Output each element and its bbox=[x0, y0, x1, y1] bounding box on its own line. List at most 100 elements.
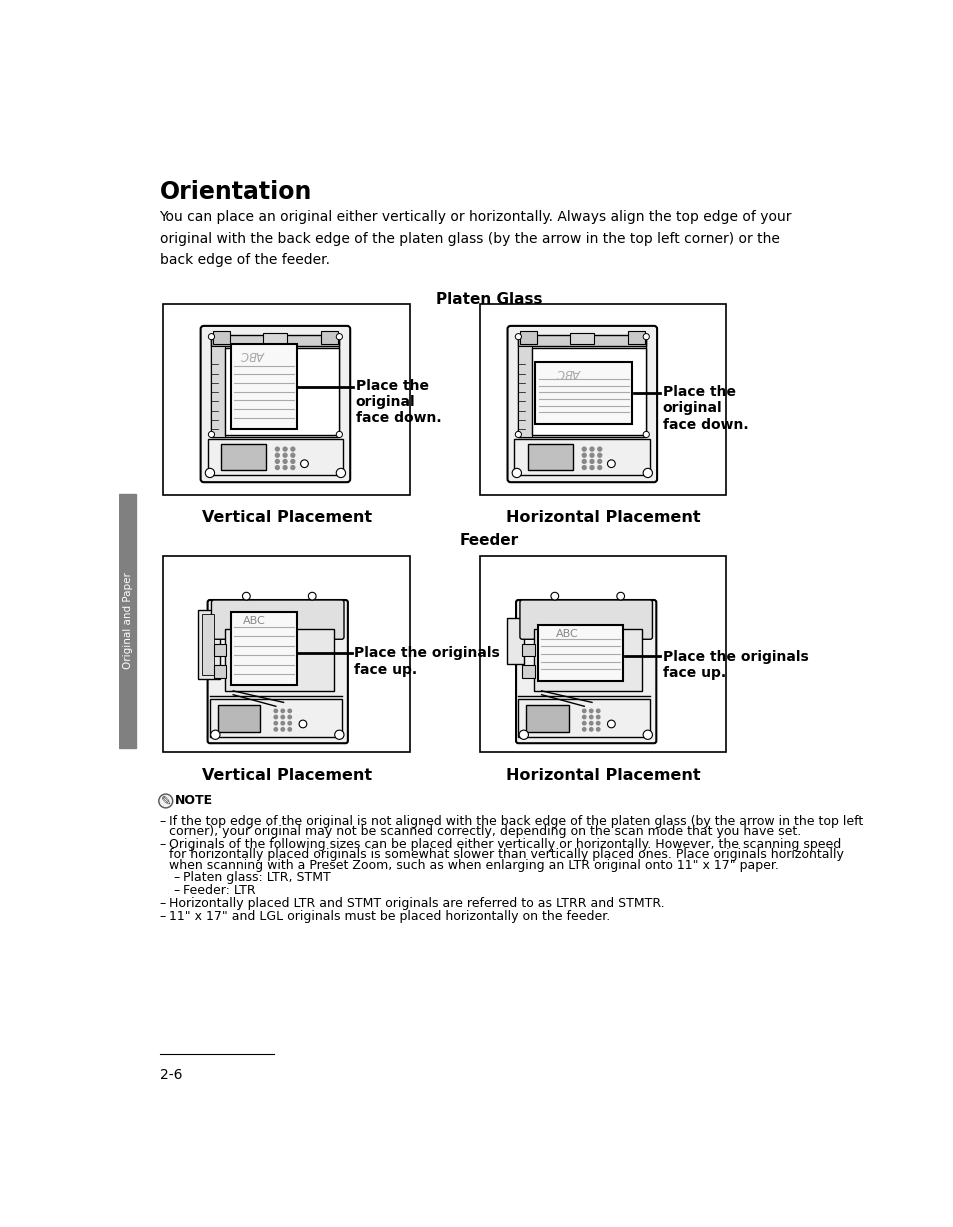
Bar bbox=[212, 346, 225, 437]
Circle shape bbox=[291, 453, 294, 458]
Circle shape bbox=[598, 453, 601, 458]
Text: when scanning with a Preset Zoom, such as when enlarging an LTR original onto 11: when scanning with a Preset Zoom, such a… bbox=[169, 859, 778, 871]
Circle shape bbox=[208, 432, 214, 438]
Bar bbox=[537, 626, 622, 681]
Circle shape bbox=[590, 465, 594, 470]
Circle shape bbox=[158, 794, 172, 807]
Text: Horizontally placed LTR and STMT originals are referred to as LTRR and STMTR.: Horizontally placed LTR and STMT origina… bbox=[169, 897, 664, 910]
Text: Feeder: LTR: Feeder: LTR bbox=[183, 885, 255, 897]
Circle shape bbox=[582, 721, 585, 725]
Circle shape bbox=[274, 721, 277, 725]
Circle shape bbox=[590, 453, 594, 458]
Circle shape bbox=[518, 730, 528, 740]
Circle shape bbox=[582, 709, 585, 713]
FancyBboxPatch shape bbox=[519, 600, 652, 639]
Text: for horizontally placed originals is somewhat slower than vertically placed ones: for horizontally placed originals is som… bbox=[169, 848, 842, 861]
Circle shape bbox=[642, 469, 652, 477]
Circle shape bbox=[242, 593, 250, 600]
Circle shape bbox=[335, 469, 345, 477]
Circle shape bbox=[288, 709, 292, 713]
Text: You can place an original either vertically or horizontally. Always align the to: You can place an original either vertica… bbox=[159, 210, 791, 266]
Circle shape bbox=[589, 715, 593, 719]
Bar bbox=[320, 330, 337, 345]
Text: Horizontal Placement: Horizontal Placement bbox=[505, 768, 700, 783]
Circle shape bbox=[274, 715, 277, 719]
Circle shape bbox=[208, 334, 214, 340]
Circle shape bbox=[291, 447, 294, 452]
Text: –: – bbox=[159, 897, 166, 910]
Bar bbox=[217, 706, 260, 731]
Bar bbox=[517, 335, 645, 346]
Bar bbox=[225, 629, 334, 691]
Circle shape bbox=[598, 459, 601, 464]
Circle shape bbox=[598, 465, 601, 470]
Bar bbox=[519, 330, 537, 345]
Bar bbox=[514, 439, 649, 475]
Bar bbox=[231, 345, 296, 429]
Circle shape bbox=[596, 715, 599, 719]
Text: corner), your original may not be scanned correctly, depending on the scan mode : corner), your original may not be scanne… bbox=[169, 826, 801, 838]
Circle shape bbox=[596, 709, 599, 713]
Circle shape bbox=[598, 447, 601, 452]
Bar bbox=[521, 665, 534, 677]
Text: Vertical Placement: Vertical Placement bbox=[201, 510, 372, 525]
Text: Place the
original
face down.: Place the original face down. bbox=[355, 379, 441, 426]
Circle shape bbox=[211, 730, 220, 740]
Bar bbox=[213, 644, 226, 656]
Circle shape bbox=[581, 447, 585, 452]
Text: ABC: ABC bbox=[556, 629, 578, 639]
Circle shape bbox=[288, 728, 292, 731]
Text: –: – bbox=[173, 871, 179, 885]
Bar bbox=[517, 698, 649, 737]
Circle shape bbox=[642, 432, 649, 438]
Bar bbox=[534, 629, 641, 691]
Circle shape bbox=[596, 721, 599, 725]
Text: Horizontal Placement: Horizontal Placement bbox=[505, 510, 700, 525]
Circle shape bbox=[607, 720, 615, 728]
Circle shape bbox=[308, 593, 315, 600]
Circle shape bbox=[288, 715, 292, 719]
Text: Orientation: Orientation bbox=[159, 179, 312, 204]
Circle shape bbox=[281, 728, 284, 731]
Circle shape bbox=[205, 469, 214, 477]
Bar bbox=[163, 556, 410, 752]
Circle shape bbox=[581, 465, 585, 470]
Circle shape bbox=[274, 709, 277, 713]
Text: –: – bbox=[173, 885, 179, 897]
Bar bbox=[532, 348, 645, 436]
Circle shape bbox=[582, 728, 585, 731]
Bar bbox=[521, 644, 534, 656]
Circle shape bbox=[581, 459, 585, 464]
Circle shape bbox=[275, 459, 279, 464]
Circle shape bbox=[515, 334, 521, 340]
Text: Feeder: Feeder bbox=[459, 533, 517, 548]
Bar bbox=[570, 333, 593, 344]
Bar bbox=[213, 330, 230, 345]
Circle shape bbox=[283, 465, 287, 470]
Circle shape bbox=[590, 447, 594, 452]
Text: Original and Paper: Original and Paper bbox=[123, 572, 132, 669]
Text: If the top edge of the original is not aligned with the back edge of the platen : If the top edge of the original is not a… bbox=[169, 815, 862, 828]
Text: –: – bbox=[159, 909, 166, 923]
Text: ABC: ABC bbox=[557, 366, 580, 379]
Circle shape bbox=[596, 728, 599, 731]
Bar bbox=[627, 330, 644, 345]
Circle shape bbox=[275, 453, 279, 458]
FancyBboxPatch shape bbox=[516, 600, 656, 744]
Circle shape bbox=[283, 447, 287, 452]
Text: Place the originals
face up.: Place the originals face up. bbox=[661, 650, 807, 680]
Circle shape bbox=[335, 730, 344, 740]
Circle shape bbox=[607, 460, 615, 467]
Circle shape bbox=[274, 728, 277, 731]
Circle shape bbox=[589, 728, 593, 731]
Circle shape bbox=[283, 453, 287, 458]
Circle shape bbox=[642, 730, 652, 740]
Bar bbox=[517, 336, 645, 437]
Circle shape bbox=[283, 459, 287, 464]
Bar bbox=[212, 335, 339, 346]
Text: Platen glass: LTR, STMT: Platen glass: LTR, STMT bbox=[183, 871, 330, 885]
Bar bbox=[213, 665, 226, 677]
FancyBboxPatch shape bbox=[507, 326, 657, 482]
Bar bbox=[202, 614, 213, 675]
Text: 2-6: 2-6 bbox=[159, 1069, 182, 1082]
